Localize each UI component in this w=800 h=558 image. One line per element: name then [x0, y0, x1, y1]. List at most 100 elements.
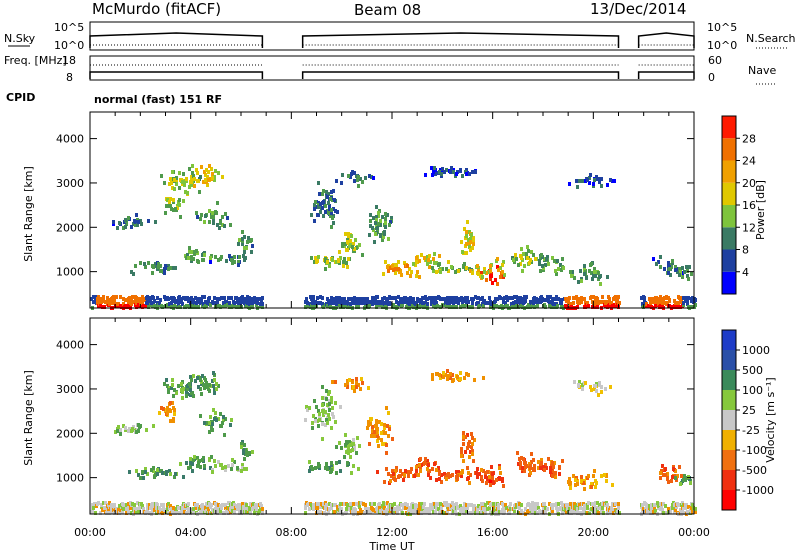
colorbar-swatch: [722, 430, 736, 450]
heatmap-cell: [221, 215, 224, 219]
heatmap-cell: [415, 469, 418, 473]
heatmap-cell: [170, 305, 173, 309]
heatmap-cell: [545, 466, 548, 470]
heatmap-cell: [326, 467, 329, 471]
heatmap-cell: [656, 501, 659, 505]
heatmap-cell: [383, 480, 386, 484]
heatmap-cell: [233, 301, 236, 305]
heatmap-cell: [429, 476, 432, 480]
heatmap-cell: [669, 510, 672, 514]
heatmap-cell: [589, 385, 592, 389]
heatmap-cell: [341, 297, 344, 301]
heatmap-cell: [399, 474, 402, 478]
heatmap-cell: [600, 385, 603, 389]
heatmap-cell: [334, 380, 337, 384]
heatmap-cell: [347, 174, 350, 178]
heatmap-cell: [369, 219, 372, 223]
heatmap-cell: [213, 175, 216, 179]
heatmap-cell: [245, 467, 248, 471]
heatmap-cell: [127, 502, 130, 506]
heatmap-cell: [182, 172, 185, 176]
heatmap-cell: [452, 378, 455, 382]
heatmap-cell: [169, 419, 172, 423]
heatmap-cell: [568, 480, 571, 484]
heatmap-cell: [409, 274, 412, 278]
heatmap-cell: [597, 393, 600, 397]
heatmap-cell: [217, 417, 220, 421]
heatmap-cell: [240, 445, 243, 449]
heatmap-cell: [590, 507, 593, 511]
heatmap-cell: [172, 208, 175, 212]
heatmap-cell: [552, 305, 555, 309]
heatmap-cell: [173, 475, 176, 479]
heatmap-cell: [525, 295, 528, 299]
heatmap-cell: [157, 265, 160, 269]
heatmap-cell: [477, 504, 480, 508]
heatmap-cell: [122, 226, 125, 230]
heatmap-cell: [594, 274, 597, 278]
heatmap-cell: [459, 377, 462, 381]
heatmap-cell: [447, 269, 450, 273]
heatmap-cell: [214, 411, 217, 415]
heatmap-cell: [346, 382, 349, 386]
heatmap-cell: [591, 502, 594, 506]
heatmap-cell: [181, 302, 184, 306]
heatmap-cell: [418, 275, 421, 279]
heatmap-cell: [146, 300, 149, 304]
colorbar-swatch: [722, 410, 736, 430]
heatmap-cell: [163, 269, 166, 273]
heatmap-cell: [370, 175, 373, 179]
heatmap-cell: [250, 250, 253, 254]
heatmap-cell: [164, 266, 167, 270]
heatmap-cell: [208, 421, 211, 425]
heatmap-cell: [471, 301, 474, 305]
heatmap-cell: [385, 451, 388, 455]
heatmap-cell: [176, 206, 179, 210]
heatmap-cell: [394, 271, 397, 275]
heatmap-cell: [688, 265, 691, 269]
heatmap-cell: [211, 422, 214, 426]
heatmap-cell: [442, 371, 445, 375]
heatmap-cell: [465, 230, 468, 234]
freq-label: Freq. [MHz]: [4, 54, 67, 67]
heatmap-cell: [586, 511, 589, 515]
heatmap-cell: [192, 174, 195, 178]
heatmap-cell: [605, 479, 608, 483]
heatmap-cell: [156, 468, 159, 472]
time-xlabel: Time UT: [368, 540, 414, 553]
y-tick-label: 4000: [56, 133, 84, 146]
heatmap-cell: [152, 502, 155, 506]
heatmap-cell: [334, 503, 337, 507]
heatmap-cell: [479, 506, 482, 510]
heatmap-cell: [431, 266, 434, 270]
heatmap-cell: [481, 296, 484, 300]
heatmap-cell: [201, 458, 204, 462]
heatmap-cell: [578, 179, 581, 183]
heatmap-cell: [240, 300, 243, 304]
heatmap-cell: [513, 509, 516, 513]
heatmap-cell: [453, 506, 456, 510]
heatmap-cell: [659, 304, 662, 308]
heatmap-cell: [231, 304, 234, 308]
heatmap-cell: [472, 459, 475, 463]
heatmap-cell: [561, 257, 564, 261]
heatmap-cell: [349, 443, 352, 447]
heatmap-cell: [233, 460, 236, 464]
heatmap-cell: [112, 220, 115, 224]
x-tick-label: 04:00: [175, 526, 207, 539]
heatmap-cell: [379, 233, 382, 237]
heatmap-cell: [349, 175, 352, 179]
heatmap-cell: [251, 301, 254, 305]
heatmap-cell: [374, 232, 377, 236]
heatmap-cell: [340, 507, 343, 511]
heatmap-cell: [488, 475, 491, 479]
heatmap-cell: [460, 451, 463, 455]
colorbar-swatch: [722, 205, 736, 228]
heatmap-cell: [440, 506, 443, 510]
heatmap-cell: [499, 266, 502, 270]
heatmap-cell: [321, 206, 324, 210]
heatmap-cell: [254, 503, 257, 507]
heatmap-cell: [653, 300, 656, 304]
heatmap-cell: [575, 179, 578, 183]
heatmap-cell: [122, 424, 125, 428]
